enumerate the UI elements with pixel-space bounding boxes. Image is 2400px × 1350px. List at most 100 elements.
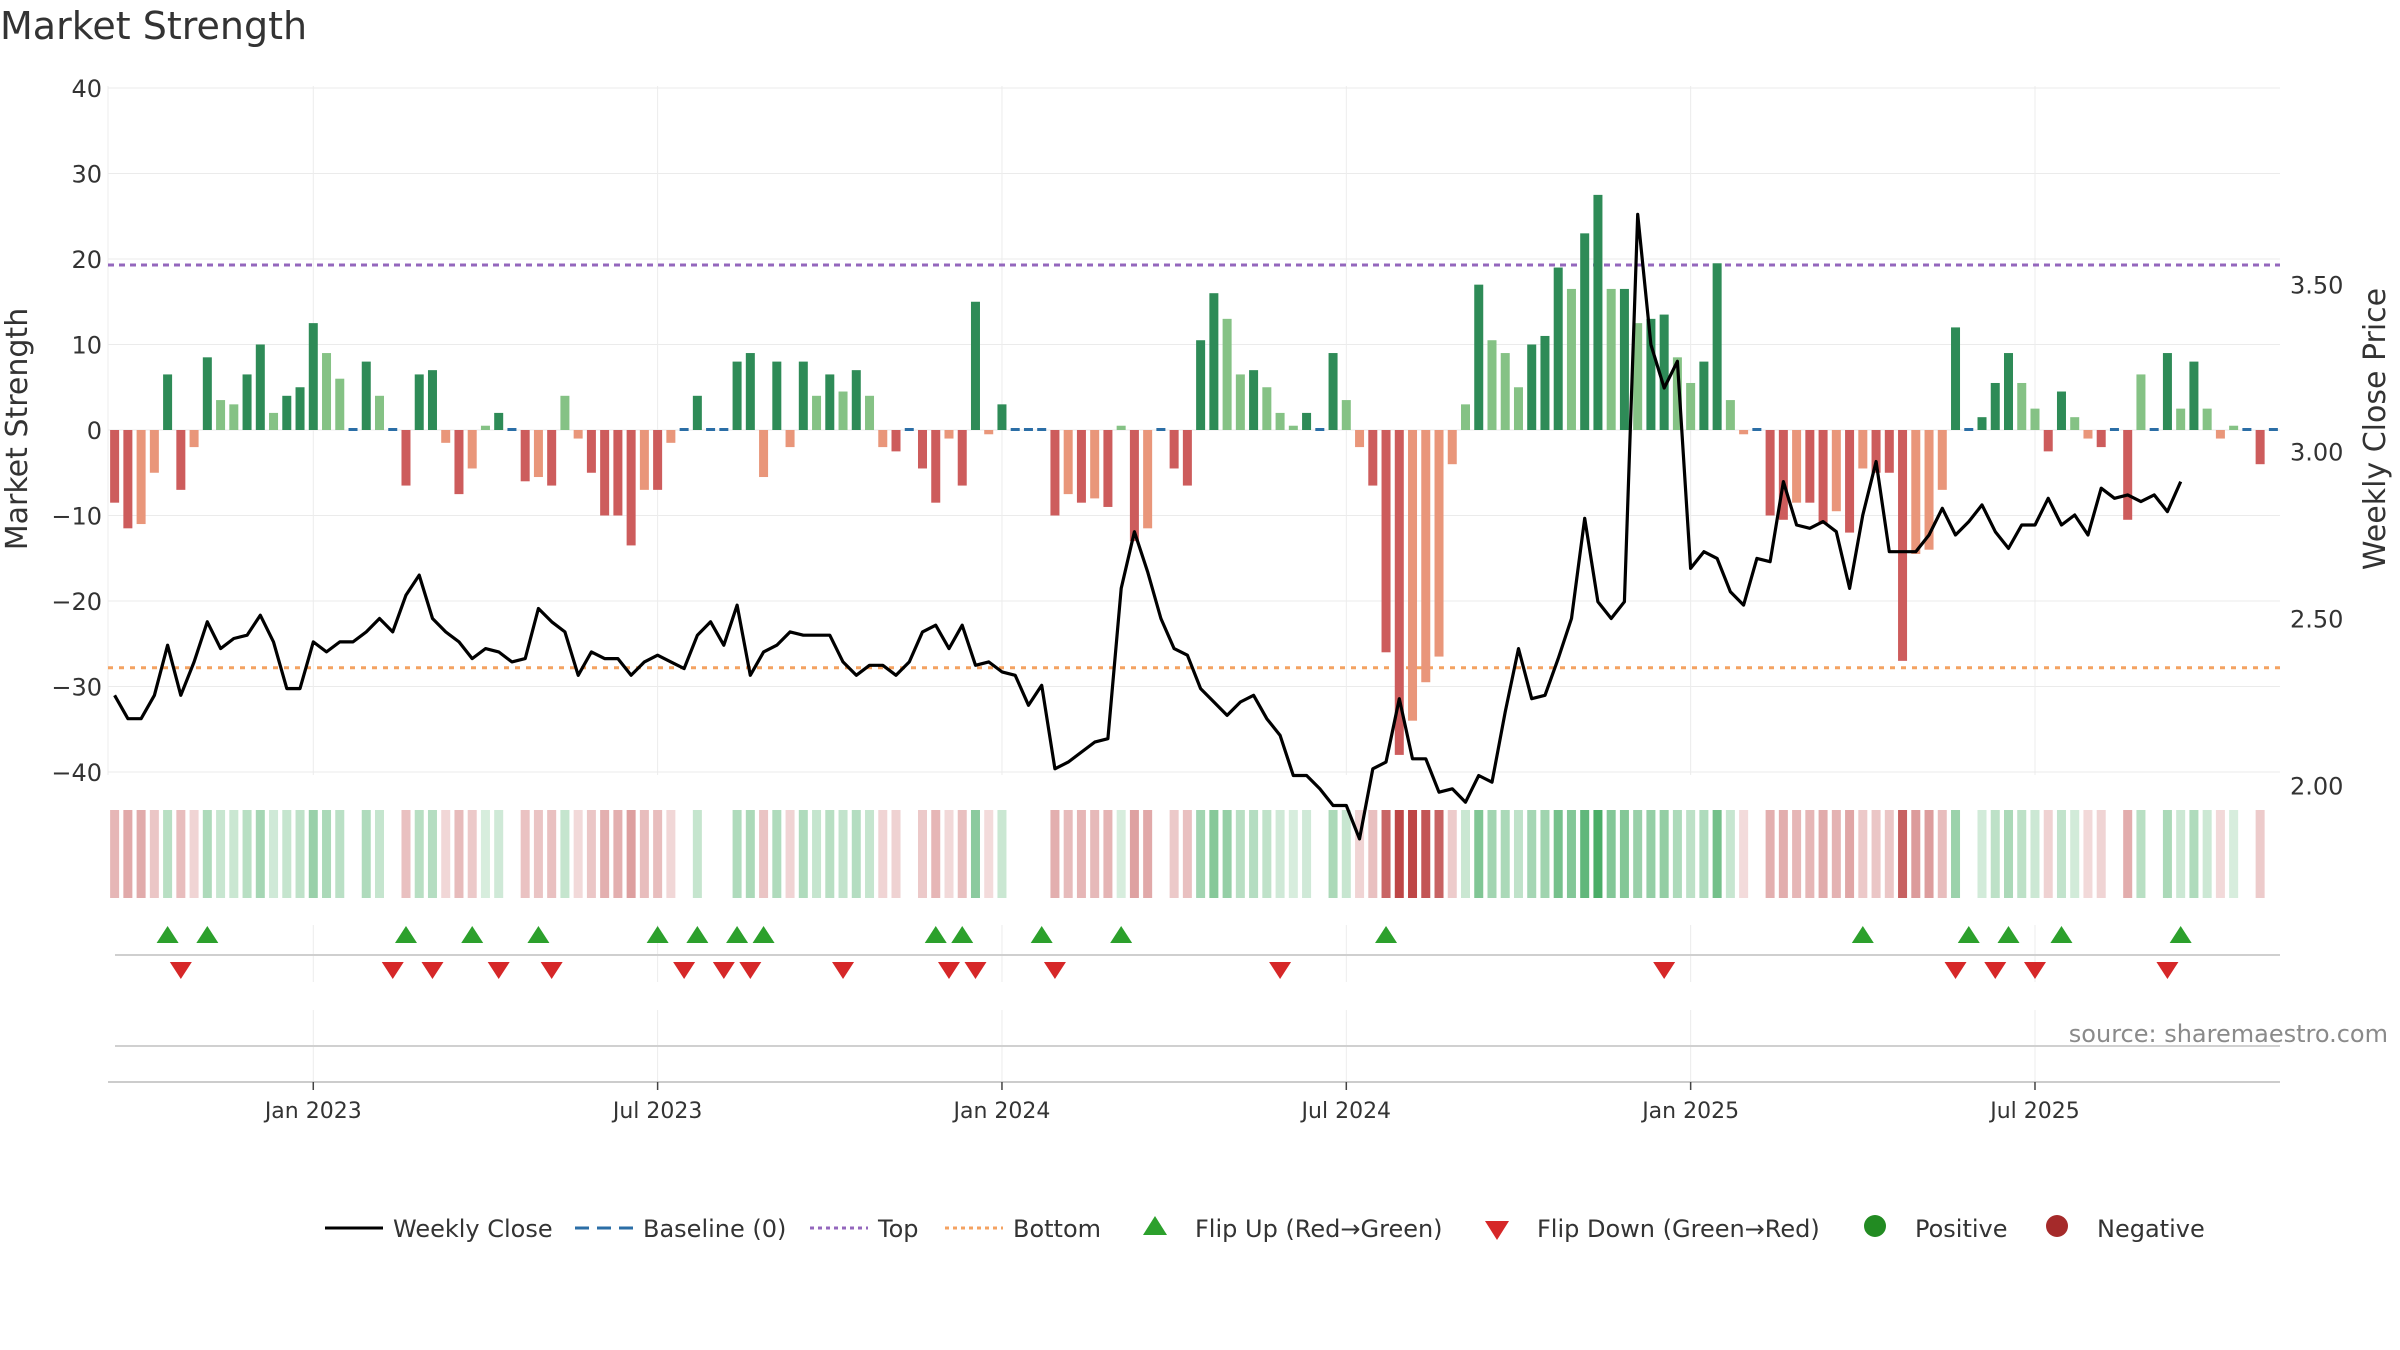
heat-cell-102 bbox=[1460, 810, 1471, 898]
strength-bar-18 bbox=[348, 428, 358, 431]
strength-bar-122 bbox=[1725, 400, 1735, 430]
strength-bar-52 bbox=[798, 361, 808, 430]
x-axis-ticks: Jan 2023 Jul 2023 Jan 2024 Jul 2024 Jan 2025… bbox=[263, 1082, 2080, 1124]
strength-bar-113 bbox=[1606, 288, 1616, 430]
flip-up-marker-2 bbox=[394, 926, 417, 943]
strength-bar-72 bbox=[1063, 430, 1073, 495]
heat-cell-24 bbox=[427, 810, 437, 898]
flip-down-marker-17 bbox=[2156, 962, 2179, 979]
y-left-tick-label-8: −40 bbox=[51, 759, 102, 787]
legend-item-1: Baseline (0) bbox=[575, 1215, 786, 1243]
strength-bar-85 bbox=[1235, 374, 1245, 430]
flip-up-marker-5 bbox=[646, 926, 669, 943]
strength-bar-25 bbox=[441, 430, 451, 443]
strength-bars bbox=[110, 194, 2278, 755]
heat-cell-3 bbox=[149, 810, 159, 898]
y-axis-right-label: Weekly Close Price bbox=[2358, 288, 2393, 570]
strength-bar-31 bbox=[520, 430, 530, 482]
heat-cell-34 bbox=[560, 810, 570, 898]
strength-bar-26 bbox=[454, 430, 464, 495]
strength-bar-94 bbox=[1355, 430, 1365, 448]
heat-cell-121 bbox=[1712, 810, 1722, 898]
y-left-tick-label-2: 20 bbox=[71, 246, 102, 274]
heat-cell-97 bbox=[1394, 810, 1404, 898]
heat-cell-133 bbox=[1871, 810, 1881, 898]
heat-cell-19 bbox=[361, 810, 371, 898]
strength-bar-71 bbox=[1050, 430, 1060, 516]
strength-bar-64 bbox=[957, 430, 967, 486]
strength-bar-73 bbox=[1076, 430, 1086, 503]
strength-bar-126 bbox=[1778, 430, 1788, 520]
strength-bar-136 bbox=[1911, 430, 1921, 554]
strength-bar-95 bbox=[1368, 430, 1378, 486]
heat-cell-7 bbox=[202, 810, 212, 898]
heat-cell-81 bbox=[1182, 810, 1192, 898]
heat-cell-56 bbox=[851, 810, 861, 898]
strength-bar-3 bbox=[149, 430, 159, 473]
strength-bar-93 bbox=[1341, 400, 1351, 430]
strength-bar-46 bbox=[719, 428, 729, 431]
heat-cell-57 bbox=[865, 810, 875, 898]
heat-cell-137 bbox=[1924, 810, 1934, 898]
strength-bar-133 bbox=[1871, 430, 1881, 473]
heat-cell-100 bbox=[1434, 810, 1444, 898]
legend-swatch-4 bbox=[1143, 1216, 1167, 1235]
heat-cell-2 bbox=[136, 810, 146, 898]
strength-bar-127 bbox=[1792, 430, 1802, 503]
heat-cell-95 bbox=[1368, 810, 1378, 898]
heat-cell-150 bbox=[2096, 810, 2106, 898]
heat-cell-142 bbox=[1990, 810, 2000, 898]
heat-cell-90 bbox=[1302, 810, 1312, 898]
strength-bar-49 bbox=[759, 430, 769, 478]
heat-cell-136 bbox=[1911, 810, 1921, 898]
heat-cell-106 bbox=[1513, 810, 1523, 898]
flip-up-marker-4 bbox=[527, 926, 550, 943]
strength-bar-63 bbox=[944, 430, 954, 439]
heat-cell-62 bbox=[931, 810, 941, 898]
heat-cell-120 bbox=[1699, 810, 1709, 898]
heat-cell-130 bbox=[1831, 810, 1841, 898]
heat-cell-5 bbox=[176, 810, 186, 898]
weekly-close-line bbox=[113, 212, 2183, 841]
strength-bar-80 bbox=[1169, 430, 1179, 469]
heat-cell-105 bbox=[1500, 810, 1510, 898]
strength-bar-58 bbox=[878, 430, 888, 448]
strength-bar-111 bbox=[1580, 233, 1590, 430]
strength-bar-100 bbox=[1434, 430, 1444, 657]
strength-bar-15 bbox=[308, 323, 318, 430]
y-left-tick-label-3: 10 bbox=[71, 332, 102, 360]
strength-bar-29 bbox=[494, 412, 504, 430]
heat-cell-112 bbox=[1593, 810, 1603, 898]
heat-cell-148 bbox=[2070, 810, 2080, 898]
heat-cell-149 bbox=[2083, 810, 2093, 898]
y-left-tick-label-0: 40 bbox=[71, 75, 102, 103]
heat-cell-55 bbox=[838, 810, 848, 898]
strength-bar-151 bbox=[2109, 428, 2119, 431]
heat-cell-74 bbox=[1090, 810, 1100, 898]
flip-up-marker-7 bbox=[726, 926, 749, 943]
strength-bar-129 bbox=[1818, 430, 1828, 525]
strength-bar-121 bbox=[1712, 263, 1722, 430]
strength-bar-160 bbox=[2229, 425, 2239, 430]
strength-bar-24 bbox=[427, 370, 437, 430]
heat-cell-77 bbox=[1129, 810, 1139, 898]
strength-bar-35 bbox=[573, 430, 583, 439]
strength-bar-149 bbox=[2083, 430, 2093, 439]
heat-cell-10 bbox=[242, 810, 252, 898]
heat-cell-82 bbox=[1196, 810, 1206, 898]
flip-down-marker-15 bbox=[1984, 962, 2007, 979]
strength-bar-37 bbox=[600, 430, 610, 516]
heat-cell-14 bbox=[295, 810, 305, 898]
heat-cell-76 bbox=[1116, 810, 1126, 898]
strength-bar-156 bbox=[2176, 408, 2186, 430]
strength-bar-87 bbox=[1262, 387, 1272, 430]
strength-bar-7 bbox=[202, 357, 212, 430]
strength-bar-36 bbox=[586, 430, 596, 473]
strength-bar-4 bbox=[163, 374, 173, 430]
strength-bar-83 bbox=[1209, 293, 1219, 430]
y-left-tick-label-7: −30 bbox=[51, 674, 102, 702]
flip-down-marker-13 bbox=[1653, 962, 1676, 979]
strength-bar-8 bbox=[216, 400, 226, 430]
strength-bar-55 bbox=[838, 391, 848, 430]
heat-cell-146 bbox=[2043, 810, 2053, 898]
